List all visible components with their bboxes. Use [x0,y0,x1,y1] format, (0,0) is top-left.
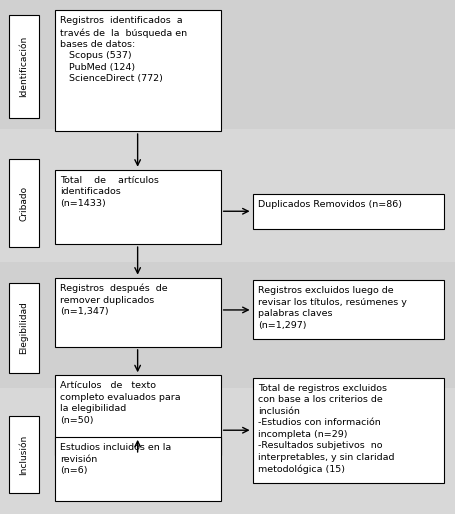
Text: Registros  después  de
remover duplicados
(n=1,347): Registros después de remover duplicados … [60,284,168,316]
FancyBboxPatch shape [9,283,39,373]
Text: Artículos   de   texto
completo evaluados para
la elegibilidad
(n=50): Artículos de texto completo evaluados pa… [60,381,181,425]
Text: Inclusión: Inclusión [20,435,28,475]
FancyBboxPatch shape [253,280,444,339]
Bar [0,388,455,514]
FancyBboxPatch shape [55,278,221,347]
Text: Elegibilidad: Elegibilidad [20,301,28,354]
Text: Registros excluidos luego de
revisar los títulos, resúmenes y
palabras claves
(n: Registros excluidos luego de revisar los… [258,286,407,329]
FancyBboxPatch shape [9,15,39,118]
Bar [0,262,455,388]
Text: Total    de    artículos
identificados
(n=1433): Total de artículos identificados (n=1433… [60,176,159,208]
FancyBboxPatch shape [253,378,444,483]
Bar [0,128,455,262]
FancyBboxPatch shape [55,170,221,244]
Bar [0,0,455,128]
FancyBboxPatch shape [55,10,221,131]
FancyBboxPatch shape [9,159,39,247]
FancyBboxPatch shape [253,194,444,229]
Text: Cribado: Cribado [20,186,28,221]
Text: Duplicados Removidos (n=86): Duplicados Removidos (n=86) [258,200,402,209]
FancyBboxPatch shape [55,375,221,455]
FancyBboxPatch shape [55,437,221,501]
Text: Registros  identificados  a
través de  la  búsqueda en
bases de datos:
   Scopus: Registros identificados a través de la b… [60,16,187,83]
Text: Estudios incluidos en la
revisión
(n=6): Estudios incluidos en la revisión (n=6) [60,443,172,475]
FancyBboxPatch shape [9,416,39,493]
Text: Total de registros excluidos
con base a los criterios de
inclusión
-Estudios con: Total de registros excluidos con base a … [258,384,394,474]
Text: Identificación: Identificación [20,36,28,98]
